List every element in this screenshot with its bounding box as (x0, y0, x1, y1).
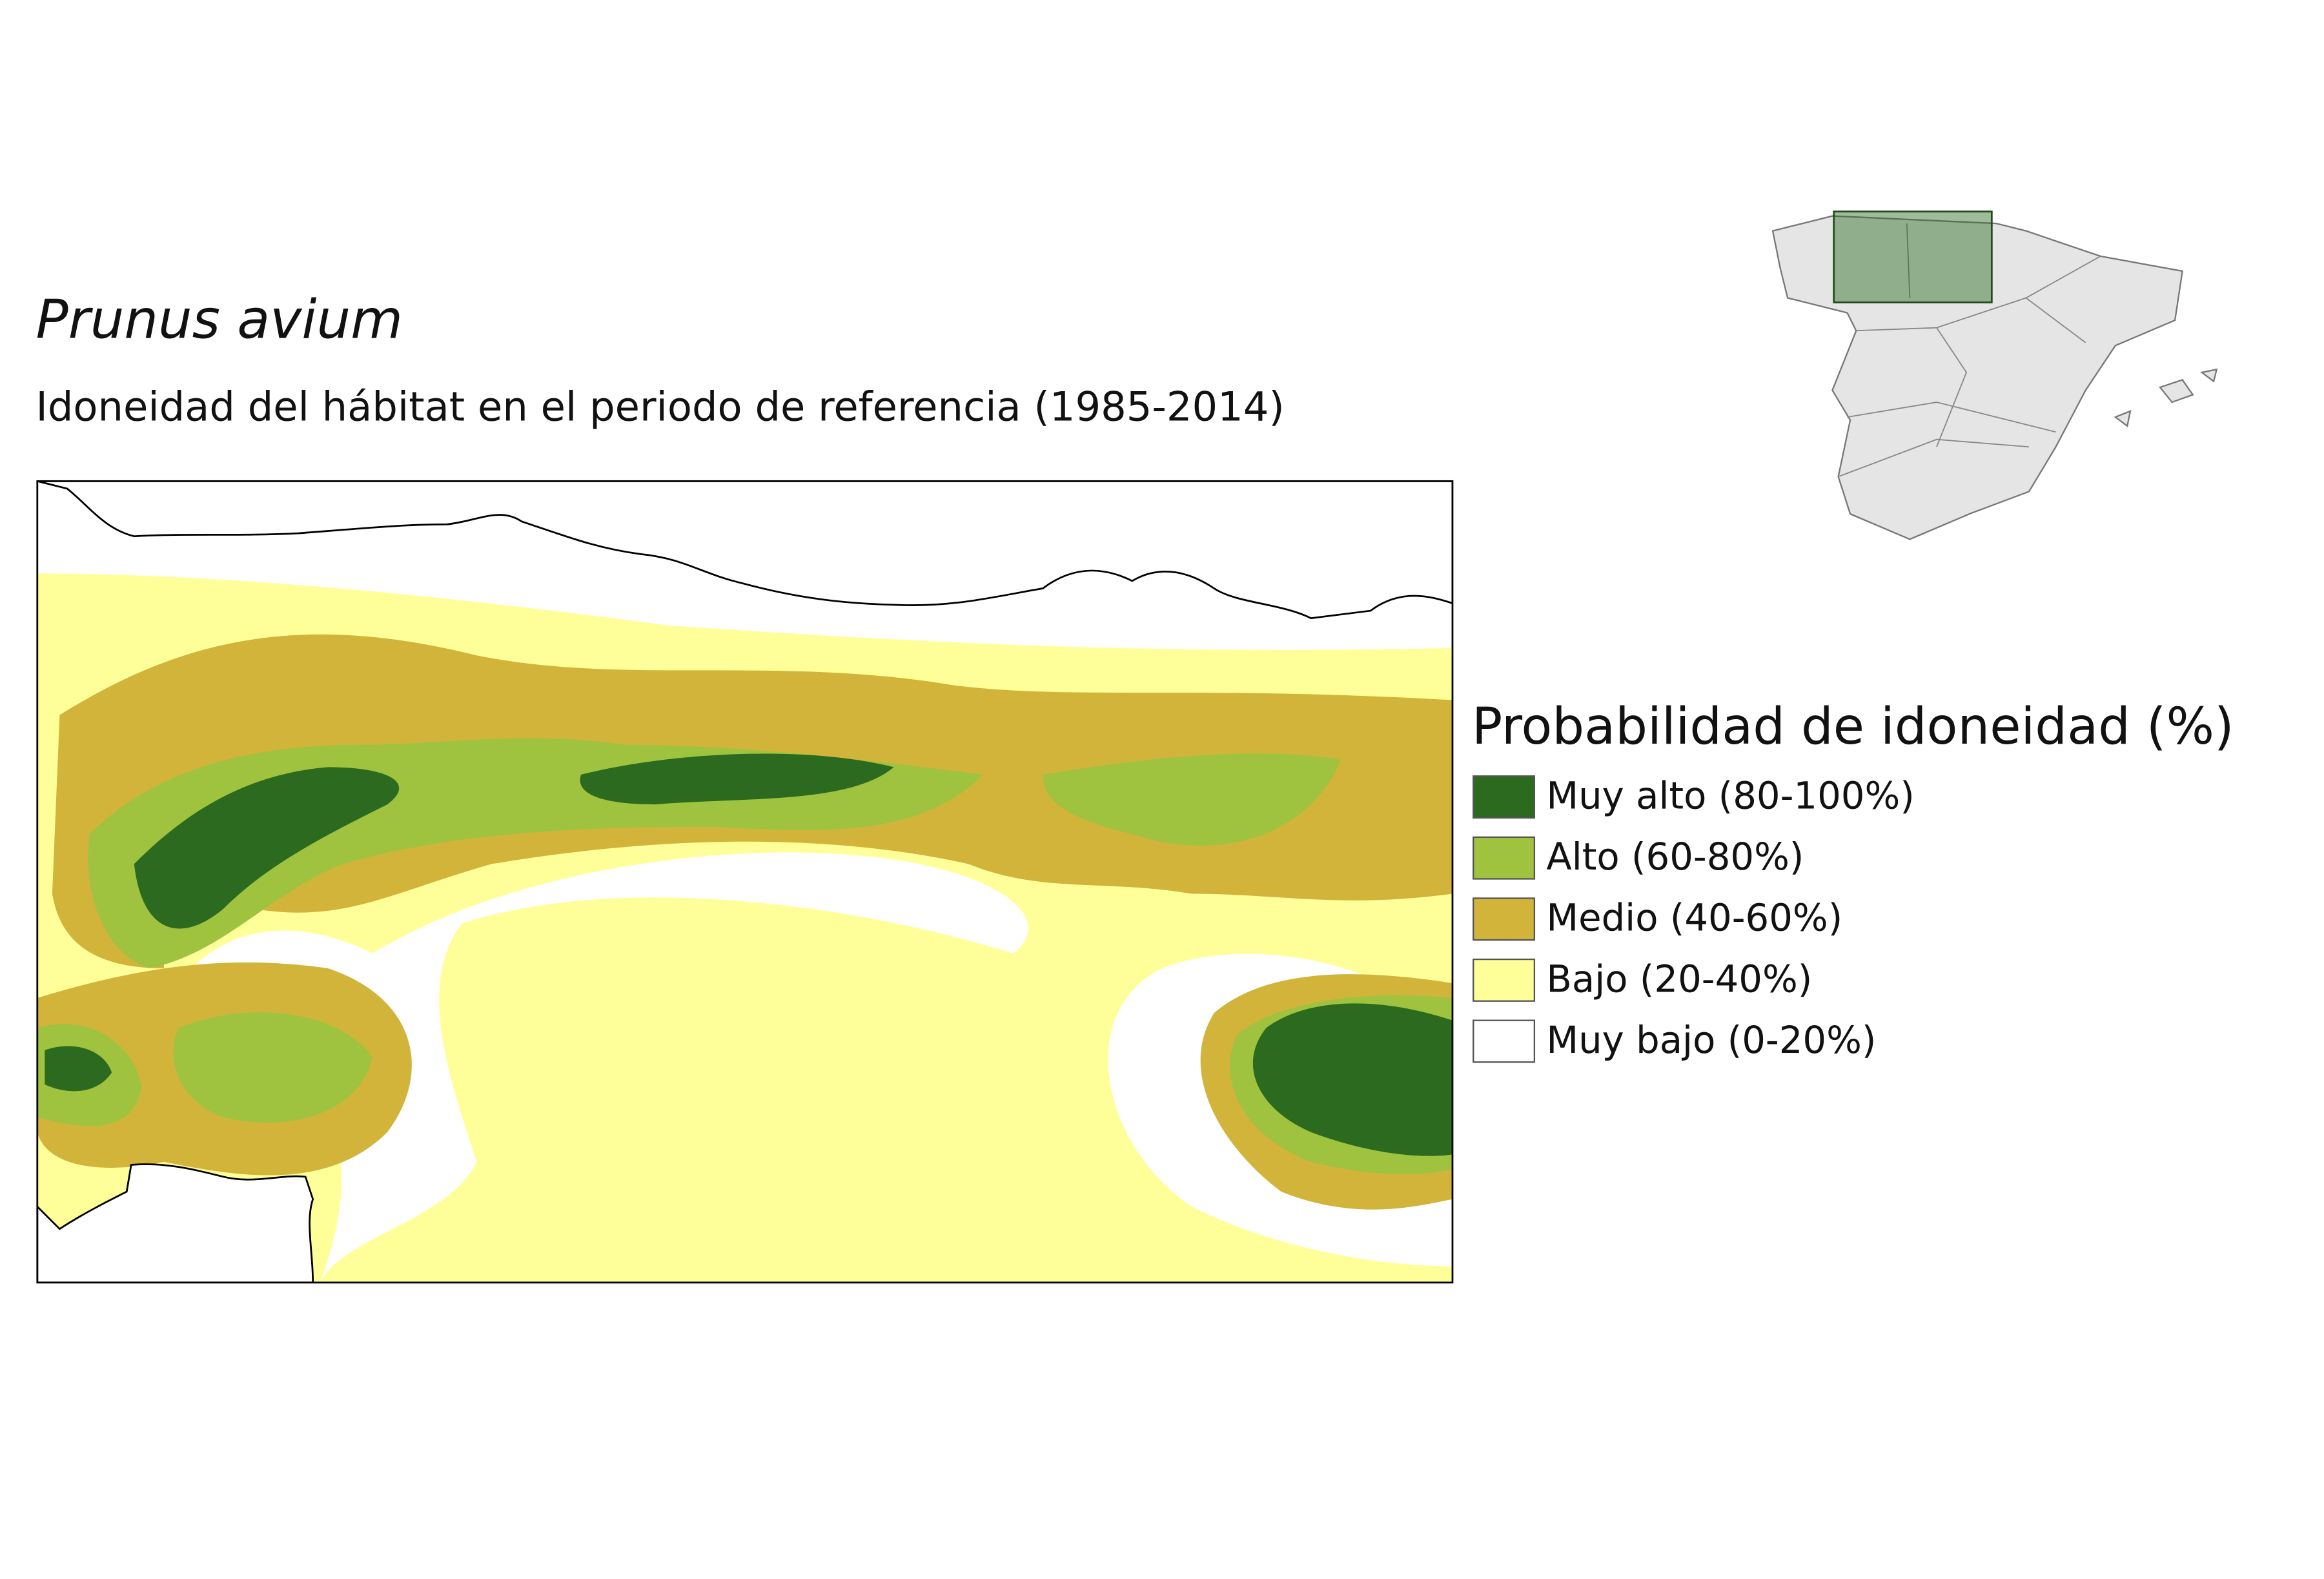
habitat-map (37, 481, 1452, 1283)
zone-alto-left (37, 1012, 373, 1126)
portugal (37, 1163, 314, 1283)
legend-swatch (1473, 836, 1536, 880)
zone-muy-alto-right (1252, 1003, 1452, 1156)
map-frame (36, 480, 1454, 1284)
inset-borders (1838, 223, 2101, 478)
legend-label: Medio (40-60%) (1546, 896, 1842, 940)
inset-map (1771, 210, 2218, 540)
legend-swatch (1473, 1019, 1536, 1063)
inset-spain (1771, 215, 2183, 540)
subtitle: Idoneidad del hábitat en el periodo de r… (36, 383, 1284, 431)
legend-label: Bajo (20-40%) (1546, 957, 1812, 1001)
legend-swatch (1473, 958, 1536, 1002)
legend: Muy alto (80-100%) Alto (60-80%) Medio (40… (1473, 773, 1915, 1063)
legend-title: Probabilidad de idoneidad (%) (1472, 697, 2234, 756)
legend-label: Alto (60-80%) (1546, 835, 1804, 879)
legend-swatch (1473, 775, 1536, 819)
title: Prunus avium (36, 289, 403, 351)
legend-label: Muy bajo (0-20%) (1546, 1018, 1876, 1062)
zone-muy-alto (134, 753, 894, 929)
legend-label: Muy alto (80-100%) (1546, 773, 1914, 817)
sea (37, 481, 1452, 620)
inset-balearics (2114, 368, 2218, 427)
zone-muy-alto-left (45, 1046, 112, 1092)
inset-extent (1833, 210, 1993, 303)
legend-swatch (1473, 897, 1536, 941)
